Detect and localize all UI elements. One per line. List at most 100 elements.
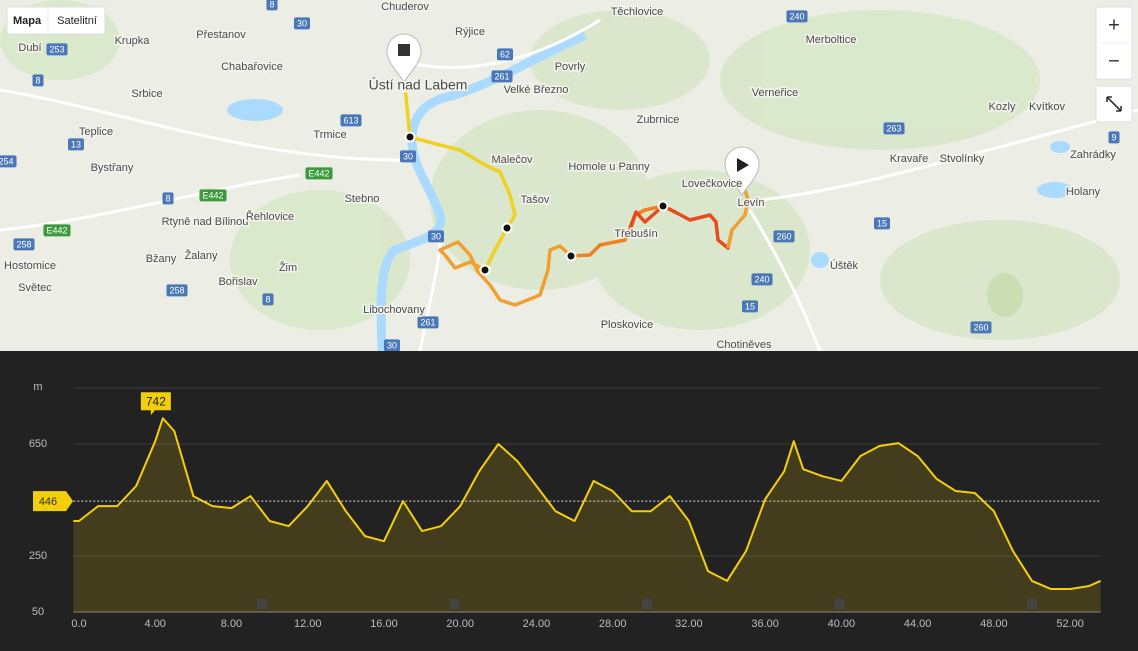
place-label: Třebušín	[614, 228, 657, 240]
place-label: Bořislav	[218, 276, 258, 288]
road-shield-box	[0, 155, 17, 168]
road-shield-box	[46, 43, 68, 56]
route	[403, 86, 750, 307]
road-number: 263	[886, 123, 901, 133]
road-shield: 260	[773, 230, 795, 243]
road-shield-box	[166, 284, 188, 297]
x-tick-label: 24.00	[523, 618, 551, 630]
road-shield: 30	[399, 150, 417, 163]
road-shield-box	[1108, 131, 1120, 144]
place-label: Kozly	[989, 101, 1016, 113]
place-label: Řehlovice	[246, 210, 294, 223]
road-shield-box	[199, 189, 227, 202]
y-tick-label: 250	[29, 550, 47, 562]
road-shield: 253	[46, 43, 68, 56]
x-tick-label: 40.00	[828, 618, 856, 630]
place-label: Zahrádky	[1070, 149, 1116, 161]
road-number: 240	[789, 11, 804, 21]
road-number: 261	[494, 71, 509, 81]
x-tick-label: 28.00	[599, 618, 627, 630]
road-shield-box	[741, 300, 759, 313]
x-tick-label: 4.00	[145, 618, 166, 630]
road-shield-box	[305, 167, 333, 180]
place-label: Verneřice	[752, 87, 798, 99]
place-label: Tašov	[521, 194, 550, 206]
end-pin[interactable]	[386, 33, 422, 83]
road-shield: 62	[496, 48, 514, 61]
x-tick-label: 32.00	[675, 618, 703, 630]
lakes	[227, 99, 1073, 268]
section-marker	[1027, 599, 1037, 609]
road-shield: 240	[751, 273, 773, 286]
section-marker	[641, 599, 652, 609]
road-shield: 8	[162, 192, 174, 205]
fullscreen-icon	[1106, 96, 1122, 112]
road-shield: 8	[32, 74, 44, 87]
place-label: Chotiněves	[716, 339, 772, 351]
section-marker	[256, 599, 267, 609]
place-label: Stvolínky	[940, 153, 985, 165]
place-label: Těchlovice	[611, 6, 664, 18]
x-tick-label: 44.00	[904, 618, 932, 630]
place-label: Merboltice	[806, 34, 857, 46]
place-label: Bžany	[146, 253, 177, 265]
road-shield-box	[417, 316, 439, 329]
place-label: Zubrnice	[637, 114, 680, 126]
road-number: 254	[0, 156, 14, 166]
zoom-control: + −	[1095, 6, 1133, 123]
x-tick-label: 20.00	[446, 618, 474, 630]
road-number: 261	[420, 317, 435, 327]
start-pin[interactable]	[724, 146, 760, 196]
reference-flag	[33, 491, 73, 512]
zoom-out[interactable]: −	[1108, 50, 1120, 72]
road-shield-box	[751, 273, 773, 286]
road-number: E442	[202, 190, 223, 200]
road-number: 30	[431, 231, 441, 241]
road-number: 9	[1111, 132, 1116, 142]
place-label: Kvítkov	[1029, 101, 1066, 113]
road-shield-box	[43, 224, 71, 237]
road-shield: 261	[417, 316, 439, 329]
road-shield: 30	[383, 339, 401, 351]
place-label: Světec	[18, 282, 52, 294]
road-number: 8	[269, 0, 274, 9]
place-label: Stebno	[345, 193, 380, 205]
map-type-button[interactable]: Satelitní	[57, 15, 97, 27]
road-shield-box	[786, 10, 808, 23]
road-number: 258	[169, 285, 184, 295]
road-number: 240	[754, 274, 769, 284]
place-label: Bystřany	[91, 162, 134, 174]
x-tick-label: 36.00	[751, 618, 779, 630]
map-type-button[interactable]: Mapa	[13, 15, 42, 27]
road-shield: 9	[1108, 131, 1120, 144]
road-shield-box	[383, 339, 401, 351]
road-number: 260	[776, 231, 791, 241]
place-label: Rýjice	[455, 26, 485, 38]
road-shield-box	[32, 74, 44, 87]
place-label: Žim	[279, 261, 297, 274]
place-label: Krupka	[115, 35, 151, 47]
road-number: 15	[745, 301, 755, 311]
place-label: Chuderov	[381, 1, 429, 13]
road-number: 8	[35, 75, 40, 85]
zoom-in[interactable]: +	[1108, 14, 1120, 36]
road-shield-box	[496, 48, 514, 61]
roads	[0, 18, 1138, 351]
road-number: 253	[49, 44, 64, 54]
place-label: Hostomice	[4, 260, 56, 272]
section-marker	[449, 599, 460, 609]
road-shield-box	[427, 230, 445, 243]
road-shield: 261	[491, 70, 513, 83]
road-shield: 263	[883, 122, 905, 135]
road-number: 30	[403, 151, 413, 161]
road-shield: 13	[67, 138, 85, 151]
road-number: 8	[165, 193, 170, 203]
road-shield-box	[970, 321, 992, 334]
road-shield: E442	[305, 167, 333, 180]
road-number: 258	[16, 239, 31, 249]
river	[376, 30, 587, 351]
road-number: E442	[46, 225, 67, 235]
road-shield-box	[873, 217, 891, 230]
place-label: Srbice	[131, 88, 162, 100]
